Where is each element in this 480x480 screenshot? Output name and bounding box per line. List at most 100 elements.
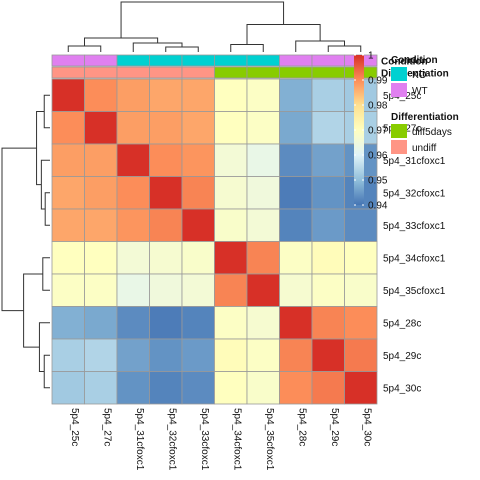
dendrogram-branch	[120, 1, 285, 38]
row-dendrogram	[1, 94, 50, 389]
column-label: 5p4_29c	[329, 408, 340, 446]
row-label: 5p4_32cfoxc1	[383, 188, 446, 199]
heatmap-cell	[246, 176, 280, 210]
row-label: 5p4_29c	[383, 351, 421, 362]
color-scale-tick-label: 1	[368, 51, 374, 62]
heatmap-cell	[279, 371, 313, 405]
heatmap-cell	[311, 338, 345, 372]
annotation-cell	[311, 54, 345, 67]
heatmap-cell	[116, 306, 150, 340]
annotation-cell	[214, 54, 248, 67]
row-label: 5p4_28c	[383, 318, 421, 329]
heatmap-cell	[279, 241, 313, 275]
legend-swatch	[391, 124, 407, 138]
heatmap-cell	[344, 208, 378, 242]
dendrogram-branch	[44, 192, 50, 226]
heatmap-cell	[246, 241, 280, 275]
heatmap-cell	[344, 338, 378, 372]
heatmap-cell	[149, 273, 183, 307]
heatmap-cell	[84, 176, 118, 210]
heatmap-cell	[116, 273, 150, 307]
annotation-cell	[149, 66, 183, 79]
annotation-cell	[246, 66, 280, 79]
heatmap-cell	[311, 143, 345, 177]
row-label: 5p4_35cfoxc1	[383, 286, 446, 297]
heatmap-cell	[246, 143, 280, 177]
heatmap-cell	[84, 143, 118, 177]
heatmap-cell	[214, 241, 248, 275]
dendrogram-branch	[165, 46, 199, 52]
color-scale-bar	[354, 55, 364, 205]
heatmap-cell	[279, 143, 313, 177]
dendrogram-branch	[43, 94, 50, 129]
column-label: 5p4_35cfoxc1	[264, 408, 275, 471]
dendrogram-branch	[36, 111, 45, 186]
legend-swatch	[391, 140, 407, 154]
heatmap-cell	[279, 78, 313, 112]
heatmap-cell	[84, 111, 118, 145]
column-label: 5p4_25c	[69, 408, 80, 446]
column-label: 5p4_32cfoxc1	[166, 408, 177, 471]
annotation-cell	[279, 54, 313, 67]
heatmap-cell	[246, 306, 280, 340]
annotation-name: Differentiation	[381, 69, 449, 80]
heatmap-cell	[181, 273, 215, 307]
heatmap-cell	[214, 371, 248, 405]
heatmap-cell	[116, 208, 150, 242]
heatmap-cell	[311, 306, 345, 340]
heatmap-cell	[311, 176, 345, 210]
heatmap-cell	[84, 338, 118, 372]
heatmap-cell	[181, 338, 215, 372]
column-label: 5p4_33cfoxc1	[199, 408, 210, 471]
heatmap-cell	[149, 306, 183, 340]
heatmap-cell	[246, 338, 280, 372]
column-label: 5p4_28c	[296, 408, 307, 446]
column-dendrogram	[67, 1, 362, 52]
heatmap-cell	[181, 176, 215, 210]
heatmap-cell	[149, 208, 183, 242]
color-scale-tick-label: 0.96	[368, 151, 388, 162]
heatmap-cell	[51, 273, 85, 307]
heatmap-cell	[246, 208, 280, 242]
heatmap-cell	[279, 176, 313, 210]
heatmap-cell	[344, 306, 378, 340]
heatmap-cell	[51, 78, 85, 112]
heatmap-cells	[51, 78, 378, 405]
heatmap-cell	[51, 241, 85, 275]
heatmap-cell	[214, 78, 248, 112]
column-labels: 5p4_25c 5p4_27c 5p4_31cfoxc1 5p4_32cfoxc1 5p…	[69, 408, 373, 471]
heatmap-cell	[311, 273, 345, 307]
heatmap-cell	[344, 241, 378, 275]
heatmap-cell	[246, 111, 280, 145]
row-label: 5p4_30c	[383, 383, 421, 394]
heatmap-cell	[149, 241, 183, 275]
heatmap-cell	[51, 371, 85, 405]
heatmap-cell	[116, 111, 150, 145]
heatmap-cell	[51, 208, 85, 242]
annotation-cell	[246, 54, 280, 67]
heatmap-cell	[246, 78, 280, 112]
heatmap-cell	[181, 111, 215, 145]
legend-swatch	[391, 83, 407, 97]
annotation-cell	[149, 54, 183, 67]
heatmap-cell	[279, 111, 313, 145]
heatmap-cell	[149, 111, 183, 145]
color-scale-tick-label: 0.99	[368, 76, 388, 87]
heatmap-cell	[149, 371, 183, 405]
annotation-cell	[51, 66, 85, 79]
heatmap-cell	[149, 78, 183, 112]
heatmap-cell	[84, 306, 118, 340]
annotation-bars	[51, 54, 378, 79]
dendrogram-branch	[43, 354, 50, 389]
heatmap-cell	[116, 371, 150, 405]
heatmap-cell	[279, 338, 313, 372]
legend-title: Condition	[391, 55, 438, 66]
heatmap-cell	[246, 371, 280, 405]
heatmap-cell	[181, 208, 215, 242]
column-label: 5p4_31cfoxc1	[134, 408, 145, 471]
heatmap-cell	[181, 241, 215, 275]
dendrogram-branch	[1, 147, 37, 312]
heatmap-cell	[311, 111, 345, 145]
heatmap-cell	[149, 176, 183, 210]
heatmap-cell	[116, 241, 150, 275]
